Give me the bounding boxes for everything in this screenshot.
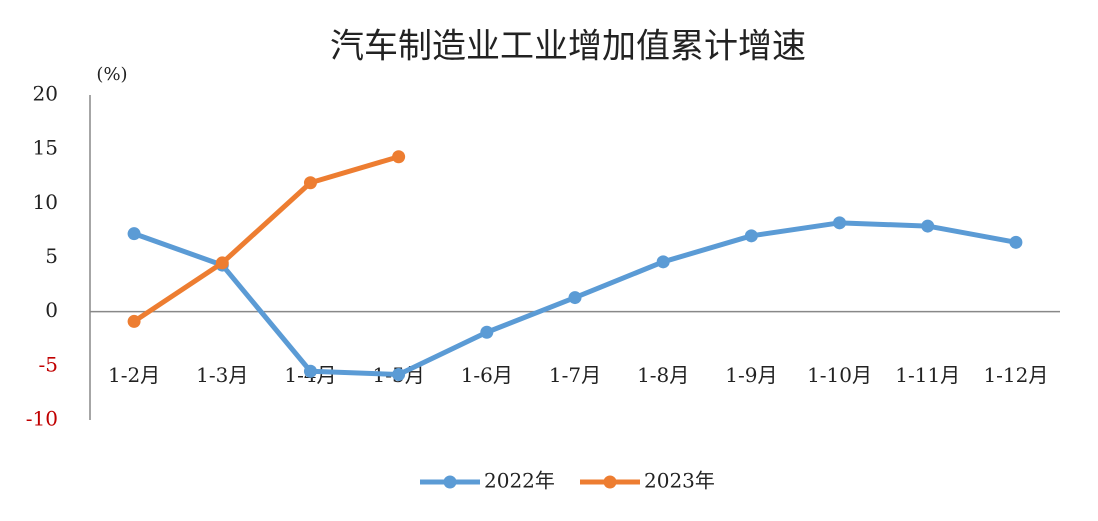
x-tick-label: 1-7月 [549,363,601,387]
data-point [127,314,141,328]
data-point [568,291,582,305]
y-tick-label: 15 [33,136,58,160]
data-point [303,364,317,378]
data-point [303,176,317,190]
x-tick-label: 1-3月 [196,363,248,387]
x-tick-label: 1-6月 [461,363,513,387]
data-point [744,229,758,243]
y-tick-label: 10 [33,190,58,214]
x-tick-label: 1-2月 [108,363,160,387]
chart-title: 汽车制造业工业增加值累计增速 [330,27,806,67]
y-tick-label: 0 [45,298,58,322]
legend-marker [443,475,457,489]
legend-label: 2022年 [484,469,555,493]
data-point [480,325,494,339]
data-point [215,256,229,270]
x-tick-label: 1-8月 [637,363,689,387]
y-tick-label: -10 [26,407,58,431]
data-point [656,255,670,269]
y-tick-label: 5 [45,244,58,268]
data-point [833,216,847,230]
y-axis-label: (%) [96,64,127,85]
data-point [127,227,141,241]
x-tick-label: 1-11月 [895,363,960,387]
legend-marker [603,475,617,489]
y-tick-label: 20 [33,82,58,106]
data-point [392,368,406,381]
series-line [132,154,400,324]
legend-label: 2023年 [644,469,715,493]
data-point [392,150,406,164]
data-point [1009,235,1023,249]
x-tick-label: 1-9月 [725,363,777,387]
data-point [921,219,935,233]
y-tick-label: -5 [39,352,58,376]
x-tick-label: 1-12月 [983,363,1048,387]
x-tick-label: 1-10月 [807,363,872,387]
